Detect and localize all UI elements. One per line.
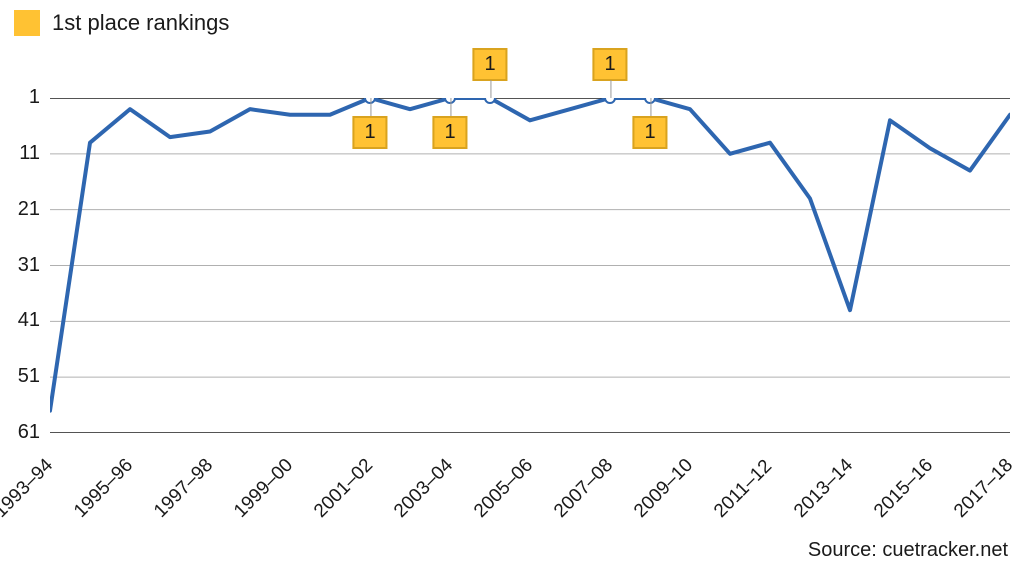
legend: 1st place rankings — [14, 10, 229, 36]
x-tick-label: 2007–08 — [550, 455, 618, 523]
x-tick-label: 2013–14 — [790, 455, 858, 523]
callout-stem — [610, 80, 611, 98]
rank-callout: 1 — [472, 48, 507, 81]
callout-stem — [490, 80, 491, 98]
chart-container: 1st place rankings 1112131415161 1993–94… — [0, 0, 1024, 576]
x-tick-label: 1995–96 — [70, 455, 138, 523]
y-tick-label: 41 — [0, 309, 40, 332]
callout-label: 1 — [432, 116, 467, 149]
legend-swatch — [14, 10, 40, 36]
rank-callout: 1 — [352, 116, 387, 149]
y-tick-label: 51 — [0, 365, 40, 388]
y-tick-label: 1 — [0, 86, 40, 109]
x-tick-label: 2017–18 — [950, 455, 1018, 523]
y-tick-label: 61 — [0, 421, 40, 444]
x-tick-label: 2009–10 — [630, 455, 698, 523]
callout-stem — [450, 98, 451, 116]
x-tick-label: 1997–98 — [150, 455, 218, 523]
x-tick-label: 2015–16 — [870, 455, 938, 523]
x-tick-label: 2001–02 — [310, 455, 378, 523]
x-tick-label: 2005–06 — [470, 455, 538, 523]
y-tick-label: 31 — [0, 254, 40, 277]
callout-label: 1 — [352, 116, 387, 149]
x-tick-label: 1999–00 — [230, 455, 298, 523]
y-tick-label: 21 — [0, 198, 40, 221]
callout-stem — [370, 98, 371, 116]
callout-stem — [650, 98, 651, 116]
x-tick-label: 2011–12 — [710, 456, 777, 523]
plot-area — [50, 98, 1010, 433]
callout-label: 1 — [592, 48, 627, 81]
legend-label: 1st place rankings — [52, 10, 229, 36]
rank-callout: 1 — [432, 116, 467, 149]
callout-label: 1 — [472, 48, 507, 81]
rank-callout: 1 — [632, 116, 667, 149]
x-tick-label: 1993–94 — [0, 455, 58, 523]
x-tick-label: 2003–04 — [390, 455, 458, 523]
source-text: Source: cuetracker.net — [808, 539, 1008, 562]
rank-callout: 1 — [592, 48, 627, 81]
y-tick-label: 11 — [0, 142, 40, 165]
callout-label: 1 — [632, 116, 667, 149]
